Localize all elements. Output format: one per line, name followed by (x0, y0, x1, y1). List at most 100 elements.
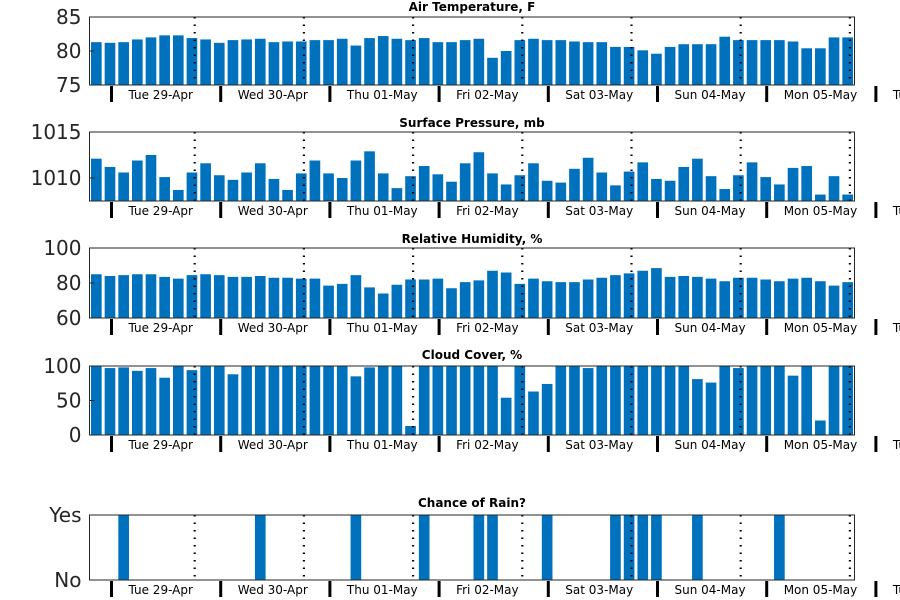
panel-title: Relative Humidity, % (402, 232, 543, 246)
bar (637, 366, 649, 435)
bar (719, 36, 731, 85)
day-label: Fri 02-May (456, 321, 519, 335)
bar (678, 44, 690, 85)
y-tick-label: 100 (43, 236, 81, 260)
bar (692, 276, 703, 319)
bar (487, 515, 498, 580)
bar (500, 51, 512, 85)
bar (774, 184, 785, 201)
bar (692, 44, 703, 85)
bar (733, 368, 744, 435)
bar (596, 277, 608, 318)
bar (541, 281, 553, 318)
bar (364, 151, 375, 201)
bar (746, 277, 758, 318)
bar (623, 273, 635, 319)
bar (569, 41, 580, 85)
bar (692, 379, 703, 435)
day-label: Tue 29-Apr (128, 204, 193, 218)
day-label: Tue 06-May (892, 438, 900, 452)
bar (309, 160, 321, 201)
bar (651, 268, 662, 319)
bar (664, 180, 676, 201)
day-label: Wed 30-Apr (238, 88, 308, 102)
bar (555, 282, 567, 319)
plot-frame (89, 514, 855, 581)
bar (774, 515, 785, 580)
bar (118, 515, 129, 580)
bar (623, 515, 635, 580)
bar (692, 158, 703, 201)
bar (159, 35, 170, 85)
day-label: Fri 02-May (456, 204, 519, 218)
bar (336, 283, 348, 319)
bar (418, 515, 430, 580)
bar (678, 276, 690, 318)
bar (364, 287, 375, 319)
bar (295, 173, 307, 201)
bar (268, 42, 280, 85)
bar (418, 166, 430, 201)
day-label: Sun 04-May (675, 438, 746, 452)
bar (364, 367, 375, 435)
day-label: Thu 01-May (346, 88, 418, 102)
y-tick-label: 85 (56, 5, 81, 29)
day-label: Mon 05-May (784, 438, 858, 452)
bar (664, 276, 676, 319)
bar (418, 279, 430, 318)
bar (500, 272, 512, 318)
bar (405, 176, 416, 201)
panel-0: Air Temperature, F 75 80 85 Tue 29-Apr Wed 30… (56, 0, 900, 102)
bar (459, 366, 471, 435)
bar (268, 178, 280, 201)
day-label: Mon 05-May (784, 88, 858, 102)
bar (118, 172, 129, 201)
day-label: Wed 30-Apr (238, 438, 308, 452)
bar (200, 163, 211, 201)
bar (350, 515, 362, 580)
bar (336, 178, 348, 201)
bar (473, 38, 485, 85)
bar (774, 366, 785, 435)
bar (719, 189, 731, 201)
bar (774, 40, 785, 85)
bar (801, 48, 813, 85)
bar (623, 171, 635, 201)
bar (801, 277, 813, 318)
bar (131, 370, 143, 435)
day-label: Tue 06-May (892, 321, 900, 335)
bar (500, 397, 512, 435)
bar (254, 163, 266, 201)
bar (254, 366, 266, 435)
bar (596, 172, 608, 201)
bar (487, 366, 498, 435)
bar (473, 280, 485, 319)
bar (118, 275, 129, 319)
bar (459, 163, 471, 201)
y-tick-label: 0 (69, 423, 82, 447)
bar (241, 39, 252, 85)
bar (528, 278, 539, 319)
bar (131, 160, 143, 201)
bar (787, 41, 799, 85)
y-tick-label: 75 (56, 73, 81, 97)
bar (323, 285, 334, 319)
bar (350, 160, 362, 201)
bar (159, 377, 170, 435)
bar (514, 366, 526, 435)
day-label: Sat 03-May (565, 88, 633, 102)
bar (459, 40, 471, 85)
bar (377, 293, 389, 318)
bar (651, 178, 662, 201)
bar (541, 383, 553, 435)
bar (145, 368, 157, 435)
bar (391, 366, 403, 435)
bar (418, 38, 430, 85)
bar (295, 41, 307, 85)
bar (828, 37, 840, 85)
bar (487, 173, 498, 201)
bar (801, 366, 813, 435)
bar (254, 38, 266, 85)
bar (309, 366, 321, 435)
y-tick-label: Yes (48, 503, 81, 527)
